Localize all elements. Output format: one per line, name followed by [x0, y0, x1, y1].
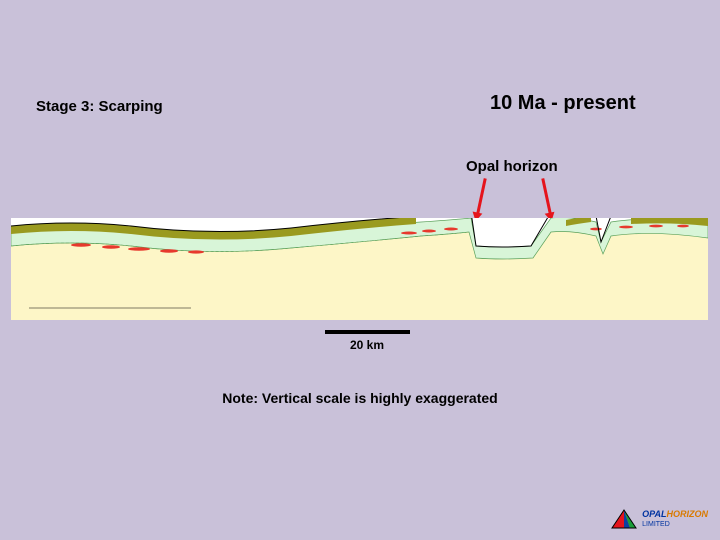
scale-label: 20 km [350, 338, 384, 352]
arrow-icon [476, 178, 486, 214]
cross-section-diagram [11, 218, 708, 320]
opal-horizon-label: Opal horizon [466, 158, 558, 175]
scale-bar [325, 330, 410, 334]
logo-text: OPALHORIZON LIMITED [642, 510, 708, 528]
note-text: Note: Vertical scale is highly exaggerat… [0, 390, 720, 406]
time-label: 10 Ma - present [490, 92, 636, 115]
arrow-icon [541, 178, 551, 214]
logo: OPALHORIZON LIMITED [610, 508, 708, 530]
stage-label: Stage 3: Scarping [36, 98, 163, 115]
logo-icon [610, 508, 638, 530]
